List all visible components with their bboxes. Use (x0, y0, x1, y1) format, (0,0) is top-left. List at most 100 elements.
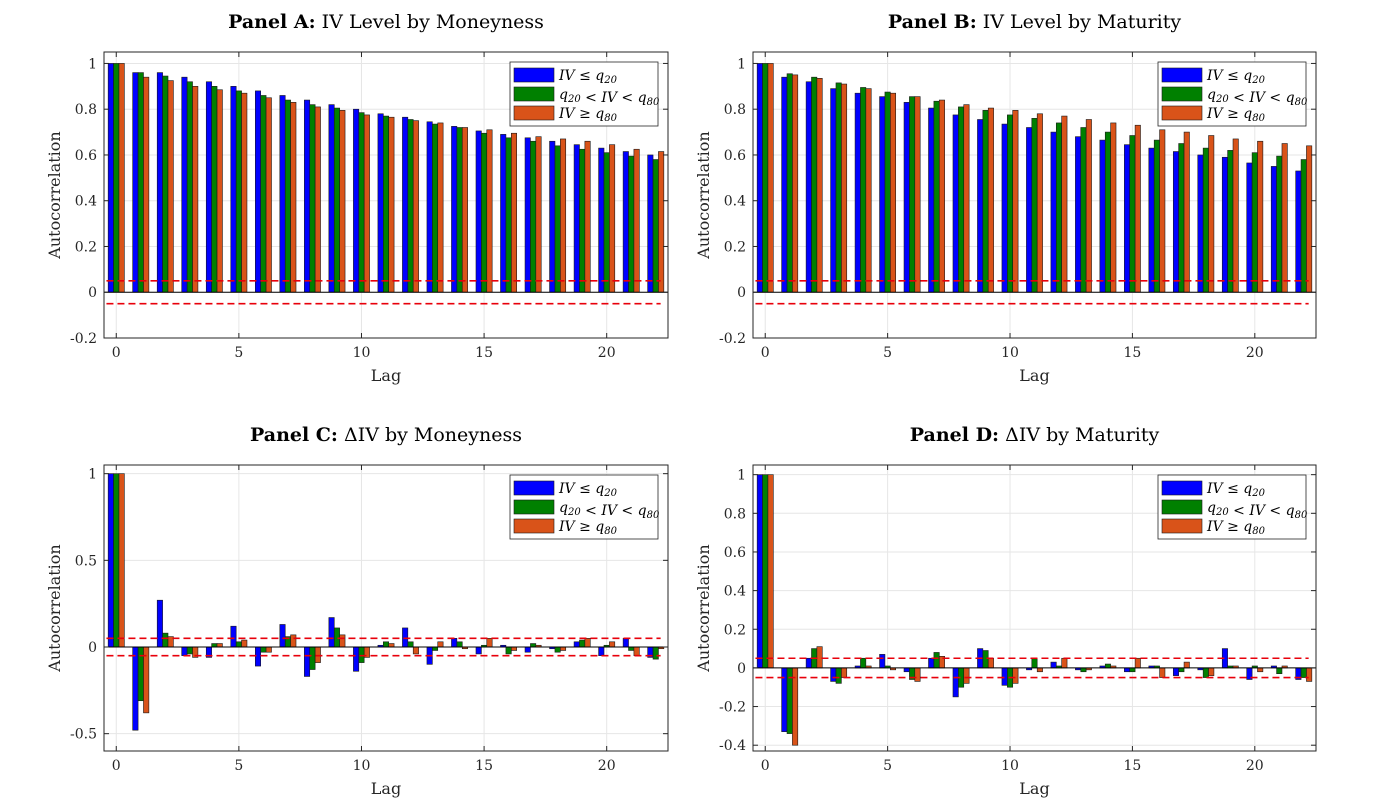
bar-1 (1172, 151, 1179, 293)
bar-2 (1300, 159, 1307, 293)
y-tick-label: 0.8 (724, 506, 746, 522)
bar-2 (333, 627, 340, 648)
bar-3 (1134, 124, 1141, 293)
panel-title: Panel A: IV Level by Moneyness (228, 11, 544, 33)
bar-2 (933, 100, 940, 293)
bar-1 (500, 134, 507, 293)
bar-2 (1276, 667, 1283, 675)
bar-1 (132, 646, 139, 731)
bar-3 (767, 63, 774, 293)
bar-2 (260, 646, 267, 653)
x-tick-label: 5 (883, 345, 892, 361)
bar-3 (437, 122, 444, 293)
bar-2 (456, 641, 463, 648)
bar-1 (353, 108, 360, 293)
bar-2 (860, 657, 867, 669)
bar-3 (388, 116, 395, 293)
panel-title: Panel D: ΔIV by Maturity (910, 424, 1160, 446)
legend-label-2: q20 < IV < q80 (559, 500, 660, 521)
y-tick-label: 0.8 (724, 102, 746, 118)
bar-3 (118, 63, 125, 293)
bar-1 (181, 646, 188, 656)
legend-swatch-3 (513, 518, 555, 534)
bar-3 (987, 107, 994, 293)
bar-3 (437, 641, 444, 648)
bar-1 (1026, 127, 1033, 293)
bar-3 (486, 129, 493, 293)
bar-3 (388, 643, 395, 648)
bar-3 (1085, 119, 1092, 293)
legend-label-1: IV ≤ q20 (558, 68, 618, 86)
x-axis-label: Lag (371, 366, 401, 385)
bar-2 (1129, 135, 1136, 293)
bar-1 (756, 474, 763, 669)
x-tick-label: 15 (475, 345, 493, 361)
bar-2 (554, 145, 561, 293)
bar-2 (835, 82, 842, 293)
bar-3 (792, 74, 799, 293)
legend-swatch-3 (1161, 518, 1203, 534)
x-axis-label: Lag (371, 779, 401, 798)
y-tick-label: 0.4 (724, 584, 746, 600)
bar-1 (622, 638, 629, 648)
bar-2 (530, 643, 537, 648)
bar-3 (658, 151, 665, 293)
bar-2 (884, 91, 891, 293)
y-tick-label: 1 (88, 56, 97, 72)
bar-3 (143, 646, 150, 714)
bar-3 (609, 144, 616, 293)
x-tick-label: 15 (475, 758, 493, 774)
bar-1 (304, 646, 311, 677)
bar-3 (216, 643, 223, 648)
bar-2 (211, 643, 218, 648)
bar-1 (928, 107, 935, 293)
bar-3 (1257, 140, 1264, 293)
bar-3 (314, 646, 321, 663)
y-tick-label: -0.2 (719, 700, 746, 716)
bar-3 (841, 83, 848, 293)
legend-label-3: IV ≥ q80 (558, 106, 618, 124)
bar-1 (451, 126, 458, 293)
bar-3 (1306, 145, 1313, 293)
bar-1 (1001, 667, 1008, 686)
bar-1 (1197, 154, 1204, 293)
bar-1 (805, 657, 812, 669)
bar-1 (903, 667, 910, 673)
y-tick-label: 0.6 (724, 148, 746, 164)
bar-2 (1104, 663, 1111, 669)
bar-3 (265, 646, 272, 653)
x-tick-label: 20 (598, 345, 616, 361)
x-tick-label: 0 (761, 345, 770, 361)
y-tick-label: 0.5 (75, 553, 97, 569)
bar-2 (333, 107, 340, 293)
bar-1 (952, 114, 959, 293)
x-tick-label: 10 (353, 345, 371, 361)
bar-2 (407, 641, 414, 648)
x-tick-label: 0 (112, 345, 121, 361)
bar-2 (554, 646, 561, 653)
y-axis-label: Autocorrelation (45, 131, 64, 259)
bar-2 (505, 137, 512, 293)
y-tick-label: 0 (88, 640, 97, 656)
bar-1 (1050, 661, 1057, 669)
bar-3 (1281, 143, 1288, 293)
bar-3 (339, 110, 346, 293)
bar-2 (1202, 147, 1209, 293)
bar-1 (132, 72, 139, 293)
legend-label-1: IV ≤ q20 (558, 481, 618, 499)
y-tick-label: 1 (737, 468, 746, 484)
bar-1 (230, 625, 237, 648)
axes-box (752, 51, 1317, 339)
bar-3 (265, 97, 272, 293)
bar-2 (530, 140, 537, 293)
bar-3 (461, 127, 468, 293)
bar-3 (963, 104, 970, 293)
panel-title: Panel C: ΔIV by Moneyness (250, 424, 522, 446)
bar-2 (1202, 667, 1209, 678)
bar-3 (511, 132, 518, 293)
bar-3 (1036, 667, 1043, 673)
bar-1 (854, 92, 861, 293)
